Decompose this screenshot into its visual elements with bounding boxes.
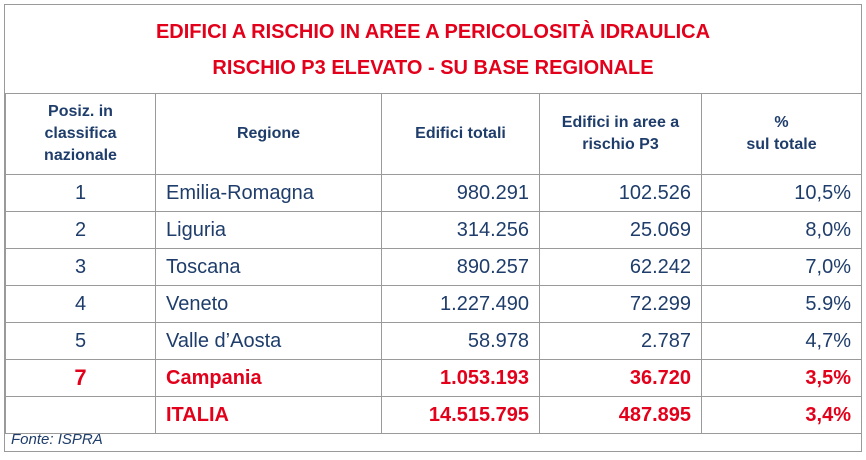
table-row-total: ITALIA 14.515.795 487.895 3,4% [5, 396, 862, 434]
table-row: 3 Toscana 890.257 62.242 7,0% [5, 248, 862, 286]
data-table: Posiz. in classifica nazionale Regione E… [5, 93, 862, 434]
cell-position: 7 [5, 359, 156, 397]
header-position-line: nazionale [44, 147, 117, 164]
cell-total: 980.291 [381, 174, 540, 212]
cell-percent: 3,4% [701, 396, 862, 434]
header-region: Regione [155, 93, 382, 175]
header-percent: % sul totale [701, 93, 862, 175]
source-note: Fonte: ISPRA [11, 431, 103, 448]
cell-position: 4 [5, 285, 156, 323]
cell-risk: 2.787 [539, 322, 702, 360]
cell-percent: 5.9% [701, 285, 862, 323]
cell-total: 14.515.795 [381, 396, 540, 434]
header-total: Edifici totali [381, 93, 540, 175]
header-percent-line: sul totale [746, 136, 817, 153]
header-row: Posiz. in classifica nazionale Regione E… [5, 93, 862, 175]
cell-risk: 102.526 [539, 174, 702, 212]
header-percent-line: % [774, 114, 789, 131]
title-line-2: RISCHIO P3 ELEVATO - SU BASE REGIONALE [212, 57, 654, 79]
cell-position: 5 [5, 322, 156, 360]
cell-risk: 487.895 [539, 396, 702, 434]
cell-region: Emilia-Romagna [155, 174, 382, 212]
table-row: 4 Veneto 1.227.490 72.299 5.9% [5, 285, 862, 323]
cell-risk: 72.299 [539, 285, 702, 323]
header-position-line: Posiz. in [48, 103, 113, 120]
cell-position: 3 [5, 248, 156, 286]
cell-region: Toscana [155, 248, 382, 286]
header-risk-line: Edifici in aree a [561, 114, 680, 131]
cell-position [5, 396, 156, 434]
cell-position: 2 [5, 211, 156, 249]
header-risk: Edifici in aree a rischio P3 [539, 93, 702, 175]
cell-region: Valle d’Aosta [155, 322, 382, 360]
table-row: 1 Emilia-Romagna 980.291 102.526 10,5% [5, 174, 862, 212]
cell-total: 1.227.490 [381, 285, 540, 323]
cell-position: 1 [5, 174, 156, 212]
cell-risk: 36.720 [539, 359, 702, 397]
cell-total: 1.053.193 [381, 359, 540, 397]
cell-region: Campania [155, 359, 382, 397]
cell-percent: 4,7% [701, 322, 862, 360]
cell-risk: 25.069 [539, 211, 702, 249]
header-risk-line: rischio P3 [582, 136, 659, 153]
cell-region: ITALIA [155, 396, 382, 434]
cell-total: 58.978 [381, 322, 540, 360]
document-page: EDIFICI A RISCHIO IN AREE A PERICOLOSITÀ… [4, 4, 862, 452]
cell-region: Veneto [155, 285, 382, 323]
cell-total: 890.257 [381, 248, 540, 286]
table-row-highlighted: 7 Campania 1.053.193 36.720 3,5% [5, 359, 862, 397]
title-line-1: EDIFICI A RISCHIO IN AREE A PERICOLOSITÀ… [155, 21, 711, 43]
header-position: Posiz. in classifica nazionale [5, 93, 156, 175]
table-row: 5 Valle d’Aosta 58.978 2.787 4,7% [5, 322, 862, 360]
title-block: EDIFICI A RISCHIO IN AREE A PERICOLOSITÀ… [5, 5, 861, 94]
cell-risk: 62.242 [539, 248, 702, 286]
cell-total: 314.256 [381, 211, 540, 249]
cell-percent: 7,0% [701, 248, 862, 286]
header-position-line: classifica [44, 125, 117, 142]
cell-percent: 10,5% [701, 174, 862, 212]
table-row: 2 Liguria 314.256 25.069 8,0% [5, 211, 862, 249]
cell-region: Liguria [155, 211, 382, 249]
cell-percent: 8,0% [701, 211, 862, 249]
cell-percent: 3,5% [701, 359, 862, 397]
